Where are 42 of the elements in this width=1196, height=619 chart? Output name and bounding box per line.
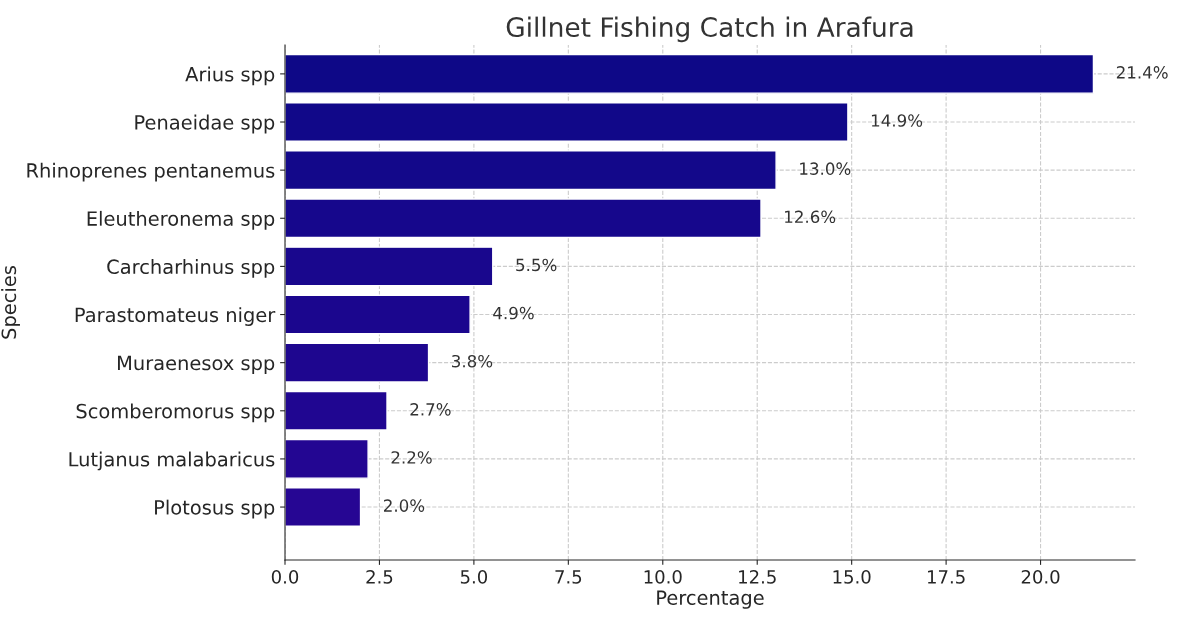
- data-label: 5.5%: [516, 258, 557, 272]
- data-label: 13.0%: [800, 162, 851, 175]
- bar: [285, 390, 388, 431]
- data-label: 21.4%: [1116, 66, 1168, 79]
- data-label: 2.0%: [384, 499, 425, 512]
- data-label: 4.9%: [493, 306, 534, 320]
- x-axis-title: Percentage: [657, 590, 764, 609]
- y-tick-label: Lutjanus malabaricus: [69, 451, 275, 471]
- x-tick-label: 17.5: [927, 570, 965, 584]
- x-tick-label: 10.0: [644, 570, 682, 584]
- y-tick-label: Eleutheronema spp: [87, 210, 275, 230]
- x-tick-label: 20.0: [1021, 570, 1060, 584]
- data-label: 14.9%: [871, 114, 923, 127]
- bar: [285, 102, 849, 142]
- y-tick-label: Rhinoprenes pentanemus: [27, 162, 275, 182]
- bar: [285, 487, 362, 528]
- y-tick-label: Plotosus spp: [155, 499, 275, 519]
- y-tick-label: Scomberomorus spp: [76, 403, 275, 423]
- x-tick-label: 7.5: [555, 570, 582, 584]
- x-tick-label: 12.5: [739, 570, 776, 584]
- data-label: 3.8%: [452, 354, 493, 368]
- bar: [285, 150, 777, 191]
- y-tick-label: Carcharhinus spp: [107, 259, 275, 278]
- chart-title: Gillnet Fishing Catch in Arafura: [506, 16, 913, 43]
- data-label: 12.6%: [785, 210, 836, 224]
- data-label: 2.2%: [391, 451, 432, 464]
- x-tick-label: 2.5: [366, 570, 393, 584]
- x-tick-label: 0.0: [271, 570, 299, 584]
- data-label: 2.7%: [410, 403, 451, 416]
- bar: [285, 246, 494, 287]
- bar: [285, 198, 762, 239]
- bar: [285, 438, 369, 479]
- bar: [285, 294, 471, 335]
- x-tick-label: 5.0: [460, 570, 488, 584]
- x-tick-label: 15.0: [833, 570, 871, 584]
- y-tick-label: Parastomateus niger: [75, 307, 276, 326]
- bar: [285, 342, 430, 383]
- y-tick-label: Arius spp: [185, 66, 275, 86]
- y-axis-title: Species: [1, 266, 20, 339]
- bar: [285, 53, 1095, 94]
- y-tick-label: Muraenesox spp: [118, 355, 275, 375]
- y-tick-label: Penaeidae spp: [135, 114, 275, 134]
